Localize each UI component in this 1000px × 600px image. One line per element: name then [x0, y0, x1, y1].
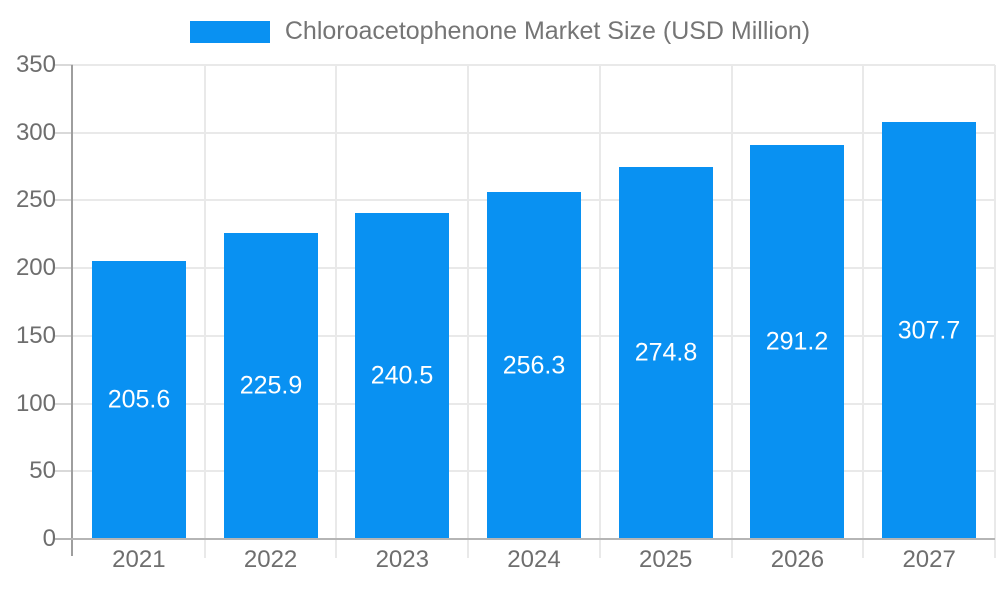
gridline-v: [204, 65, 206, 558]
bar-2024[interactable]: 256.3: [487, 192, 581, 539]
gridline-h: [73, 131, 995, 134]
x-axis-label: 2023: [375, 546, 429, 573]
y-tick: [55, 199, 73, 202]
x-axis-label: 2025: [639, 546, 693, 573]
gridline-v: [599, 65, 601, 558]
gridline-v: [862, 65, 864, 558]
gridline-v: [994, 65, 996, 558]
y-axis-label: 50: [29, 457, 56, 485]
bar-2025[interactable]: 274.8: [619, 167, 713, 539]
gridline-v: [731, 65, 733, 558]
y-axis-label: 0: [42, 525, 56, 552]
plot-area: 0 50 100 150 200 250 300 350 205.6 225.9 240.5 256.…: [16, 51, 996, 573]
x-axis-label: 2026: [770, 546, 825, 573]
x-axis-label: 2021: [112, 546, 166, 573]
bar-2023[interactable]: 240.5: [355, 213, 449, 539]
y-tick: [55, 131, 73, 134]
legend-series-label[interactable]: Chloroacetophenone Market Size (USD Mill…: [284, 17, 811, 45]
y-tick: [55, 334, 73, 337]
legend-swatch[interactable]: [189, 20, 270, 43]
legend: Chloroacetophenone Market Size (USD Mill…: [0, 17, 1000, 46]
bar-2021[interactable]: 205.6: [92, 261, 186, 539]
bar-value-label: 256.3: [502, 351, 566, 379]
y-axis-label: 200: [15, 254, 56, 282]
bar-2026[interactable]: 291.2: [750, 145, 844, 539]
bar-value-label: 291.2: [765, 327, 829, 356]
gridline-v: [335, 65, 337, 558]
x-axis-label: 2027: [902, 546, 956, 573]
x-axis-label: 2024: [507, 546, 561, 573]
y-axis-label: 300: [15, 118, 56, 146]
gridline-h: [73, 64, 995, 66]
bar-value-label: 205.6: [107, 385, 171, 414]
bar-value-label: 225.9: [239, 371, 303, 400]
y-axis-label: 250: [15, 186, 56, 214]
x-axis-label: 2022: [243, 546, 298, 573]
y-axis-label: 150: [15, 321, 56, 349]
gridline-v: [467, 65, 469, 558]
bar-2022[interactable]: 225.9: [224, 233, 318, 539]
y-axis-label: 350: [15, 51, 56, 78]
y-axis-label: 100: [15, 389, 56, 417]
y-tick: [55, 470, 73, 473]
y-tick: [55, 64, 73, 66]
bar-value-label: 240.5: [370, 361, 434, 390]
y-tick: [55, 267, 73, 270]
y-tick: [55, 402, 73, 405]
y-axis-line: [71, 65, 73, 556]
x-baseline: [55, 538, 995, 540]
bar-value-label: 274.8: [634, 338, 698, 367]
bar-value-label: 307.7: [897, 316, 961, 344]
bar-2027[interactable]: 307.7: [882, 122, 976, 539]
